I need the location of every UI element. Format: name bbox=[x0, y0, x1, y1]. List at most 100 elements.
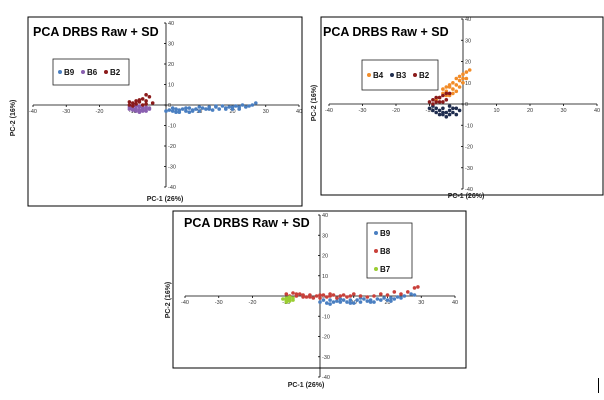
data-point bbox=[392, 297, 397, 301]
data-point bbox=[362, 297, 366, 301]
data-point bbox=[389, 299, 393, 303]
legend-box bbox=[52, 58, 130, 86]
data-point bbox=[144, 105, 148, 109]
y-axis-title: PC-2 (16%) bbox=[165, 282, 172, 319]
data-point bbox=[461, 81, 465, 85]
data-point bbox=[304, 295, 309, 299]
data-point bbox=[341, 293, 346, 297]
x-tick-label: 30 bbox=[560, 108, 566, 114]
legend-marker bbox=[367, 73, 371, 77]
data-point bbox=[220, 104, 225, 108]
y-tick-label: -30 bbox=[465, 166, 473, 172]
data-point bbox=[434, 100, 439, 104]
data-point bbox=[335, 299, 339, 303]
chart-title: PCA DRBS Raw + SD bbox=[33, 25, 159, 39]
data-point bbox=[314, 294, 319, 298]
data-point bbox=[454, 76, 459, 81]
x-tick-label: 40 bbox=[594, 108, 600, 114]
series-B8 bbox=[284, 285, 420, 300]
data-point bbox=[281, 297, 285, 301]
legend-marker bbox=[413, 73, 417, 77]
data-point bbox=[131, 101, 135, 105]
data-point bbox=[461, 76, 465, 81]
y-tick-label: 20 bbox=[465, 60, 471, 66]
y-tick-label: -30 bbox=[322, 355, 330, 361]
data-point bbox=[451, 110, 455, 115]
data-point bbox=[352, 292, 356, 296]
x-tick-label: -40 bbox=[325, 108, 333, 114]
data-point bbox=[207, 107, 211, 111]
series-B2 bbox=[127, 93, 155, 108]
data-point bbox=[197, 105, 202, 109]
data-point bbox=[131, 108, 135, 112]
x-tick-label: -20 bbox=[249, 300, 257, 306]
x-tick-label: 30 bbox=[263, 109, 269, 115]
data-point bbox=[379, 298, 383, 302]
data-point bbox=[395, 295, 400, 299]
data-point bbox=[230, 105, 235, 109]
data-point bbox=[134, 102, 138, 106]
y-tick-label: -40 bbox=[168, 185, 176, 191]
data-point bbox=[447, 83, 452, 87]
data-point bbox=[294, 292, 299, 296]
y-tick-label: -40 bbox=[322, 375, 330, 381]
legend-label: B6 bbox=[87, 68, 98, 77]
data-point bbox=[284, 300, 289, 304]
data-point bbox=[355, 298, 359, 302]
data-point bbox=[318, 300, 322, 304]
data-point bbox=[451, 87, 455, 91]
data-point bbox=[227, 105, 231, 109]
data-point bbox=[240, 103, 245, 107]
data-point bbox=[402, 294, 407, 298]
data-point bbox=[147, 95, 152, 99]
x-tick-label: -10 bbox=[426, 108, 434, 114]
data-point bbox=[451, 91, 455, 96]
data-point bbox=[328, 292, 332, 296]
data-point bbox=[244, 105, 248, 109]
data-point bbox=[399, 296, 403, 300]
data-point bbox=[382, 296, 386, 300]
data-point bbox=[338, 300, 343, 304]
data-point bbox=[325, 295, 329, 299]
data-point bbox=[457, 78, 462, 83]
data-point bbox=[144, 102, 148, 106]
data-point bbox=[341, 298, 346, 302]
data-point bbox=[437, 112, 442, 117]
x-tick-label: 40 bbox=[296, 109, 302, 115]
data-point bbox=[457, 108, 462, 113]
data-point bbox=[174, 110, 178, 114]
scatter-panel-2: -40 -30 -20 -10 10 20 30 40 40 30 20 10 0 -10 -20 -30 -4… bbox=[311, 16, 604, 200]
data-point bbox=[328, 298, 332, 302]
series-B2 bbox=[427, 91, 452, 106]
data-point bbox=[144, 109, 148, 113]
data-point bbox=[224, 107, 228, 111]
data-point bbox=[379, 292, 383, 296]
data-point bbox=[431, 108, 435, 113]
data-point bbox=[434, 110, 439, 115]
data-point bbox=[190, 109, 195, 113]
y-tick-label: 20 bbox=[322, 254, 328, 260]
data-point bbox=[180, 107, 185, 111]
data-point bbox=[345, 300, 349, 304]
x-tick-label: -20 bbox=[96, 109, 104, 115]
legend-marker bbox=[390, 73, 394, 77]
data-point bbox=[338, 297, 343, 301]
y-tick-label: 0 bbox=[465, 102, 468, 108]
legend-marker bbox=[374, 267, 378, 271]
data-point bbox=[392, 290, 397, 294]
data-point bbox=[174, 107, 178, 111]
text-caret bbox=[598, 378, 599, 393]
data-point bbox=[147, 106, 152, 110]
x-tick-label: -30 bbox=[215, 300, 223, 306]
x-tick-label: 20 bbox=[384, 300, 390, 306]
legend-label: B4 bbox=[373, 71, 384, 80]
data-point bbox=[177, 108, 182, 112]
legend-marker bbox=[374, 249, 378, 253]
data-point bbox=[331, 293, 336, 297]
data-point bbox=[358, 294, 363, 298]
data-point bbox=[412, 293, 417, 297]
data-point bbox=[170, 106, 175, 110]
data-point bbox=[447, 112, 452, 117]
data-point bbox=[447, 104, 452, 108]
